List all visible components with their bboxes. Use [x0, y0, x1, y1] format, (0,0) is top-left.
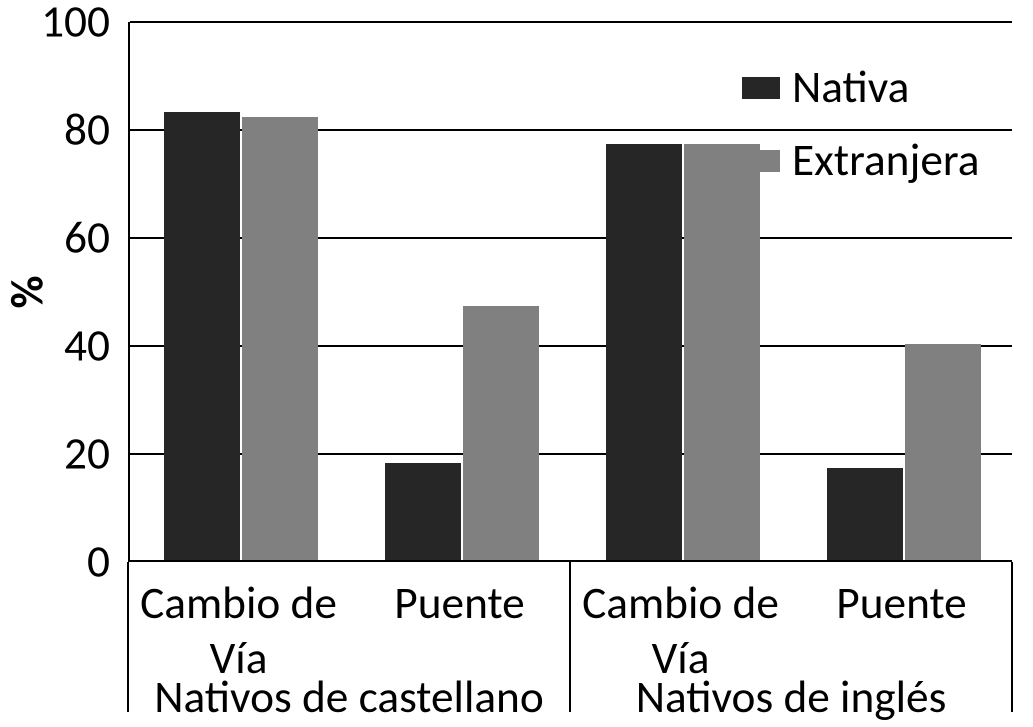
- y-tick-label: 20: [0, 427, 110, 482]
- x-category-label: Puente: [353, 576, 566, 631]
- y-tick-label: 0: [0, 535, 110, 590]
- bar: [463, 306, 539, 560]
- bar: [385, 463, 461, 560]
- bar: [242, 117, 318, 560]
- legend-swatch: [742, 77, 780, 99]
- y-tick-label: 80: [0, 103, 110, 158]
- y-tick-label: 100: [0, 0, 110, 50]
- y-tick-label: 60: [0, 211, 110, 266]
- legend-label: Extranjera: [792, 133, 979, 188]
- bar-chart: % NativaExtranjera 020406080100Cambio de…: [0, 0, 1033, 727]
- legend: Nativa Extranjera: [742, 60, 979, 206]
- bar: [827, 468, 903, 560]
- x-axis-divider: [127, 562, 129, 712]
- bar: [164, 112, 240, 560]
- legend-label: Nativa: [792, 60, 909, 115]
- bar: [905, 344, 981, 560]
- y-tick-label: 40: [0, 319, 110, 374]
- x-group-label: Nativos de inglés: [636, 670, 947, 725]
- y-axis-label: %: [1, 275, 56, 308]
- bar: [684, 144, 760, 560]
- x-group-label: Nativos de castellano: [154, 670, 544, 725]
- legend-swatch: [742, 150, 780, 172]
- x-category-label: Puente: [795, 576, 1008, 631]
- gridline: [130, 21, 1012, 23]
- legend-item: Nativa: [742, 60, 979, 115]
- x-axis-divider: [1011, 562, 1013, 712]
- legend-item: Extranjera: [742, 133, 979, 188]
- bar: [606, 144, 682, 560]
- x-axis-divider: [569, 562, 571, 712]
